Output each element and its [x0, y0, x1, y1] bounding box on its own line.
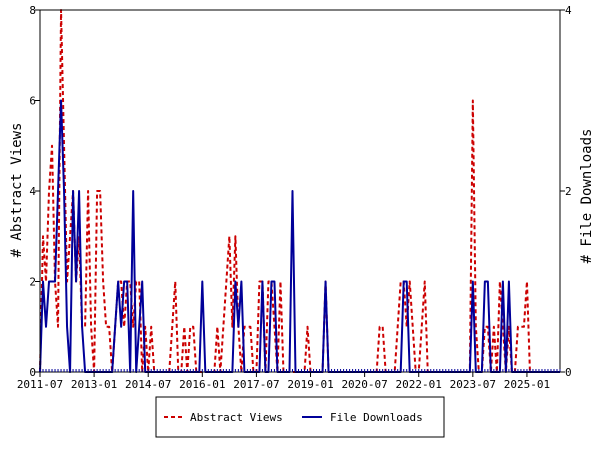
- x-tick-label: 2013-01: [71, 378, 117, 391]
- legend-label-file-downloads: File Downloads: [330, 411, 423, 424]
- legend-label-abstract-views: Abstract Views: [190, 411, 283, 424]
- series-line-file-downloads: [39, 99, 560, 373]
- x-tick-label: 2022-01: [396, 378, 442, 391]
- y-axis-title-right: # File Downloads: [579, 129, 595, 264]
- y-tick-label-left: 2: [29, 276, 36, 289]
- legend: Abstract Views File Downloads: [155, 396, 445, 438]
- y-tick-label-left: 6: [29, 95, 36, 108]
- x-tick-label: 2017-07: [233, 378, 279, 391]
- legend-box: [155, 396, 445, 438]
- series-line-abstract-views: [39, 9, 560, 373]
- y-axis-title-left: # Abstract Views: [9, 123, 25, 258]
- x-tick-label: 2014-07: [125, 378, 171, 391]
- axes-layer: 2011-07 2013-01 2014-07 2016-01 2017-07 2019-…: [17, 4, 572, 391]
- y-tick-label-left: 0: [29, 366, 36, 379]
- x-tick-label: 2016-01: [179, 378, 225, 391]
- y-tick-label-right: 0: [565, 366, 572, 379]
- x-tick-label: 2023-07: [450, 378, 496, 391]
- plot-frame: [39, 9, 561, 373]
- y-tick-label-left: 4: [29, 185, 36, 198]
- x-tick-label: 2019-01: [287, 378, 333, 391]
- x-tick-label: 2025-01: [504, 378, 550, 391]
- x-tick-label: 2020-07: [341, 378, 387, 391]
- x-axis-minor-ticks: [39, 369, 561, 372]
- x-tick-label: 2011-07: [17, 378, 63, 391]
- y-tick-label-right: 2: [565, 185, 572, 198]
- series-layer: [39, 9, 560, 373]
- y-tick-label-left: 8: [29, 4, 36, 17]
- y-tick-label-right: 4: [565, 4, 572, 17]
